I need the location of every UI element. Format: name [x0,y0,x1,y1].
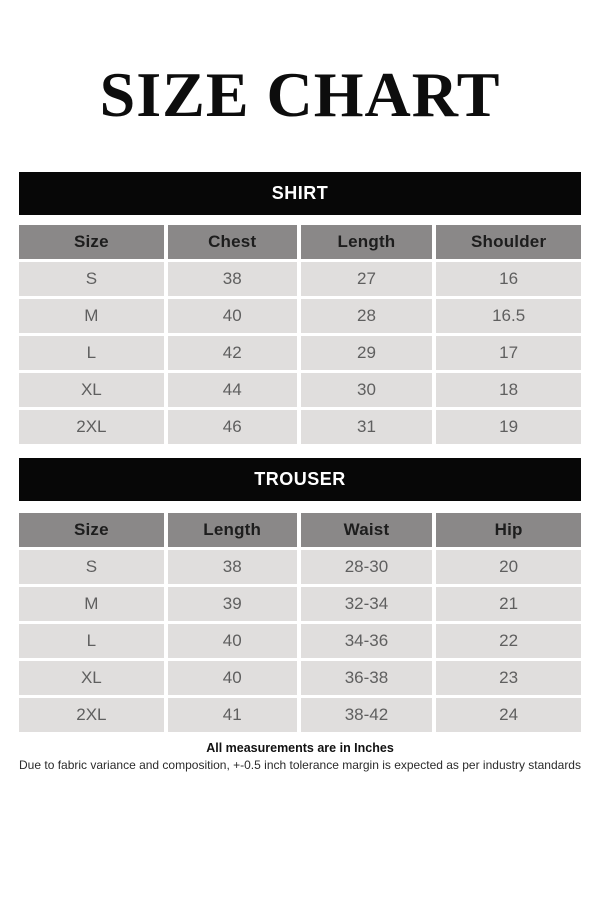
table-cell: 36-38 [300,661,433,696]
table-cell: 29 [300,336,433,371]
table-cell: 18 [436,373,581,408]
trouser-section-band: TROUSER [19,458,581,502]
column-header: Length [300,225,433,260]
table-cell: 38 [167,262,297,297]
table-cell: 40 [167,299,297,334]
table-cell: M [19,299,164,334]
table-cell: S [19,262,164,297]
table-cell: 20 [436,550,581,585]
column-header: Waist [300,513,433,548]
table-cell: XL [19,661,164,696]
table-cell: 32-34 [300,587,433,622]
shirt-table: Size Chest Length Shoulder S 38 27 16 M 40 28 16.5 L… [19,225,581,445]
column-header: Length [167,513,297,548]
table-cell: 2XL [19,410,164,445]
table-cell: 23 [436,661,581,696]
trouser-table: Size Length Waist Hip S 38 28-30 20 M 39 32-34 21 L 4… [19,513,581,733]
table-cell: 42 [167,336,297,371]
shirt-section-band: SHIRT [19,172,581,216]
table-cell: 28-30 [300,550,433,585]
table-cell: 34-36 [300,624,433,659]
column-header: Shoulder [436,225,581,260]
column-header: Chest [167,225,297,260]
table-cell: 40 [167,624,297,659]
trouser-section-title: TROUSER [254,469,346,490]
table-cell: L [19,336,164,371]
table-cell: 16.5 [436,299,581,334]
column-header: Hip [436,513,581,548]
table-cell: 39 [167,587,297,622]
table-cell: 21 [436,587,581,622]
table-cell: 17 [436,336,581,371]
table-cell: 28 [300,299,433,334]
table-cell: 22 [436,624,581,659]
column-header: Size [19,225,164,260]
table-cell: 46 [167,410,297,445]
table-cell: 40 [167,661,297,696]
table-cell: M [19,587,164,622]
table-cell: 16 [436,262,581,297]
table-cell: 2XL [19,698,164,733]
table-cell: 38-42 [300,698,433,733]
table-cell: 30 [300,373,433,408]
measurements-footer: All measurements are in Inches Due to fa… [0,740,600,773]
page-title: SIZE CHART [99,59,501,130]
table-cell: 38 [167,550,297,585]
size-chart-content: SHIRT Size Chest Length Shoulder S 38 27 16 M 40 2… [19,172,581,733]
table-cell: 24 [436,698,581,733]
table-cell: 44 [167,373,297,408]
footer-units-note: All measurements are in Inches [206,741,394,756]
shirt-section-title: SHIRT [271,183,329,204]
table-cell: 31 [300,410,433,445]
table-cell: S [19,550,164,585]
table-cell: 27 [300,262,433,297]
table-cell: 19 [436,410,581,445]
column-header: Size [19,513,164,548]
table-cell: XL [19,373,164,408]
footer-tolerance-note: Due to fabric variance and composition, … [19,758,581,773]
table-cell: L [19,624,164,659]
table-cell: 41 [167,698,297,733]
